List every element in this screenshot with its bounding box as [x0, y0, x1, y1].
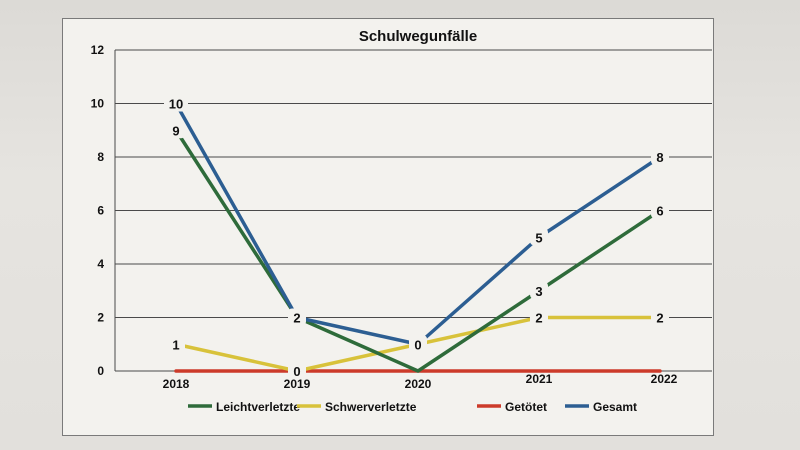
data-label: 1: [172, 337, 179, 352]
y-axis-ticks: 0 2 4 6 8 10 12: [91, 43, 105, 378]
data-label: 8: [656, 150, 663, 165]
x-tick-label: 2018: [163, 377, 190, 391]
data-label: 9: [172, 123, 179, 138]
y-tick-label: 10: [91, 97, 105, 111]
chart-title: Schulwegunfälle: [359, 28, 477, 45]
data-label: 2: [656, 311, 663, 326]
data-label-bg: [288, 308, 306, 326]
data-label-bg: [530, 228, 548, 246]
data-label: 6: [656, 204, 663, 219]
legend-label: Schwerverletzte: [325, 400, 417, 414]
data-label-bg: [167, 121, 185, 139]
data-label-bg: [409, 335, 427, 353]
data-label-bg: [651, 148, 669, 165]
gridlines: [114, 49, 712, 372]
data-label: 3: [535, 284, 542, 299]
data-label-bg: [530, 281, 548, 299]
y-tick-label: 0: [97, 364, 104, 378]
y-tick-label: 6: [97, 204, 104, 218]
legend-label: Gesamt: [593, 400, 637, 414]
data-label: 0: [293, 364, 300, 379]
x-tick-label: 2020: [405, 377, 432, 391]
data-label: 5: [535, 230, 542, 245]
data-label-bg: [164, 94, 188, 112]
x-tick-label: 2019: [284, 377, 311, 391]
legend-label: Leichtverletzte: [216, 400, 300, 414]
series-lines: [174, 101, 662, 373]
chart-frame: [62, 18, 714, 436]
x-tick-label: 2022: [651, 372, 678, 386]
series-line-gesamt: [174, 101, 662, 346]
data-labels: 93610122102058: [164, 94, 669, 379]
legend-label: Getötet: [505, 400, 547, 414]
data-label: 0: [414, 337, 421, 352]
legend: Leichtverletzte Schwerverletzte Getötet Ges…: [188, 400, 637, 414]
y-tick-label: 12: [91, 43, 105, 57]
y-tick-label: 4: [97, 257, 104, 271]
data-label-bg: [167, 335, 185, 353]
y-tick-label: 2: [97, 311, 104, 325]
series-line-leichtverletzte: [174, 128, 662, 373]
x-axis-ticks: 2018 2019 2020 2021 2022: [163, 372, 678, 391]
data-label: 2: [293, 311, 300, 326]
data-label-bg: [651, 201, 669, 219]
data-label-bg: [530, 308, 548, 326]
x-tick-label: 2021: [526, 372, 553, 386]
data-label-bg: [288, 362, 306, 379]
y-tick-label: 8: [97, 150, 104, 164]
data-label: 2: [535, 311, 542, 326]
data-label-bg: [651, 308, 669, 326]
data-label: 10: [169, 97, 183, 112]
